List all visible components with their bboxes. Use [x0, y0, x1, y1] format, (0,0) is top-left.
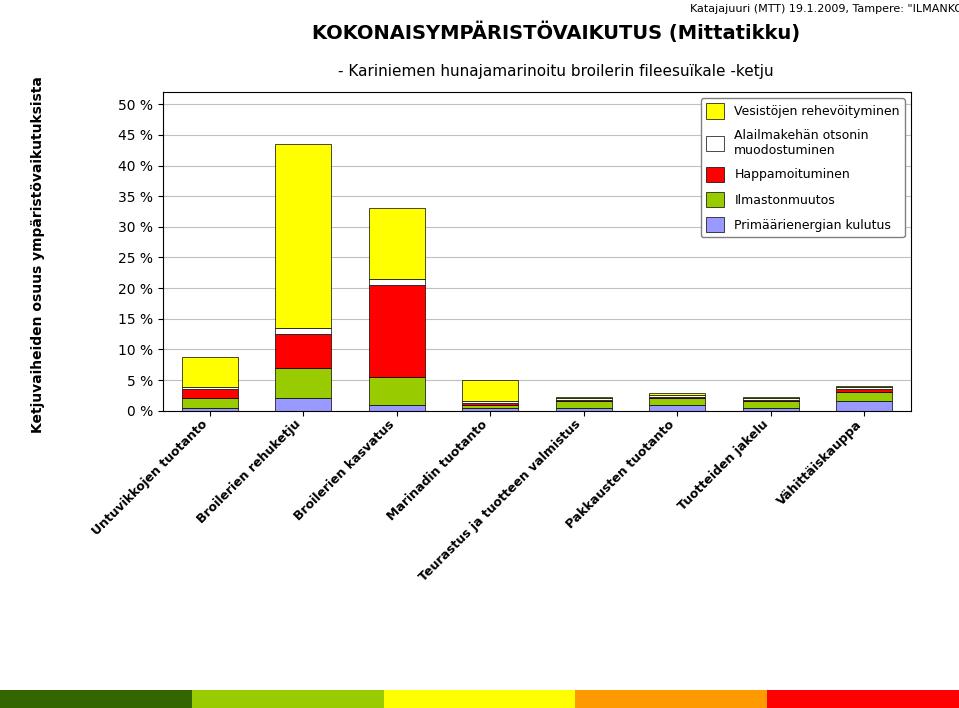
Bar: [649, 399, 706, 404]
Bar: [384, 690, 575, 708]
Bar: [836, 386, 893, 387]
Bar: [556, 408, 612, 411]
Bar: [275, 399, 332, 411]
Bar: [462, 404, 519, 408]
Bar: [0, 690, 192, 708]
Bar: [743, 397, 799, 399]
Bar: [556, 396, 612, 399]
Bar: [836, 392, 893, 401]
Text: Broilerien rehuketju: Broilerien rehuketju: [195, 418, 303, 526]
Bar: [462, 408, 519, 411]
Bar: [462, 380, 519, 401]
Bar: [182, 387, 238, 389]
Bar: [275, 144, 332, 328]
Bar: [368, 377, 425, 404]
Bar: [182, 399, 238, 408]
Text: KOKONAISYMPÄRISTÖVAIKUTUS (Mittatikku): KOKONAISYMPÄRISTÖVAIKUTUS (Mittatikku): [313, 21, 800, 42]
Bar: [836, 389, 893, 392]
Bar: [743, 399, 799, 401]
Bar: [767, 690, 959, 708]
Bar: [368, 208, 425, 279]
Text: Broilerien kasvatus: Broilerien kasvatus: [292, 418, 397, 523]
Bar: [649, 395, 706, 396]
Text: Katajajuuri (MTT) 19.1.2009, Tampere: "ILMANKOS": Katajajuuri (MTT) 19.1.2009, Tampere: "I…: [690, 4, 959, 13]
Bar: [462, 401, 519, 403]
Text: Untuvikkojen tuotanto: Untuvikkojen tuotanto: [89, 418, 210, 538]
Text: Pakkausten tuotanto: Pakkausten tuotanto: [564, 418, 677, 531]
Bar: [182, 408, 238, 411]
Bar: [275, 367, 332, 399]
Bar: [275, 334, 332, 367]
Text: Teurastus ja tuotteen valmistus: Teurastus ja tuotteen valmistus: [417, 418, 584, 584]
Bar: [182, 389, 238, 399]
Bar: [368, 285, 425, 377]
Legend: Vesistöjen rehevöityminen, Alailmakehän otsonin
muodostuminen, Happamoituminen, : Vesistöjen rehevöityminen, Alailmakehän …: [701, 98, 904, 237]
Bar: [368, 279, 425, 285]
Bar: [556, 401, 612, 408]
Bar: [743, 401, 799, 408]
Bar: [182, 357, 238, 387]
Text: Tuotteiden jakelu: Tuotteiden jakelu: [675, 418, 771, 513]
Bar: [743, 408, 799, 411]
Text: Vähittäiskauppa: Vähittäiskauppa: [775, 418, 864, 508]
Bar: [649, 396, 706, 399]
Text: - Kariniemen hunajamarinoitu broilerin fileesuïkale -ketju: - Kariniemen hunajamarinoitu broilerin f…: [339, 64, 774, 79]
Bar: [836, 401, 893, 411]
Bar: [275, 328, 332, 334]
Bar: [649, 394, 706, 395]
Text: Marinadin tuotanto: Marinadin tuotanto: [386, 418, 490, 523]
Bar: [192, 690, 384, 708]
Bar: [649, 404, 706, 411]
Bar: [556, 399, 612, 401]
Bar: [836, 387, 893, 389]
Bar: [575, 690, 767, 708]
Bar: [462, 403, 519, 404]
Bar: [368, 404, 425, 411]
Text: Ketjuvaiheiden osuus ympäristövaikutuksista: Ketjuvaiheiden osuus ympäristövaikutuksi…: [32, 76, 45, 433]
